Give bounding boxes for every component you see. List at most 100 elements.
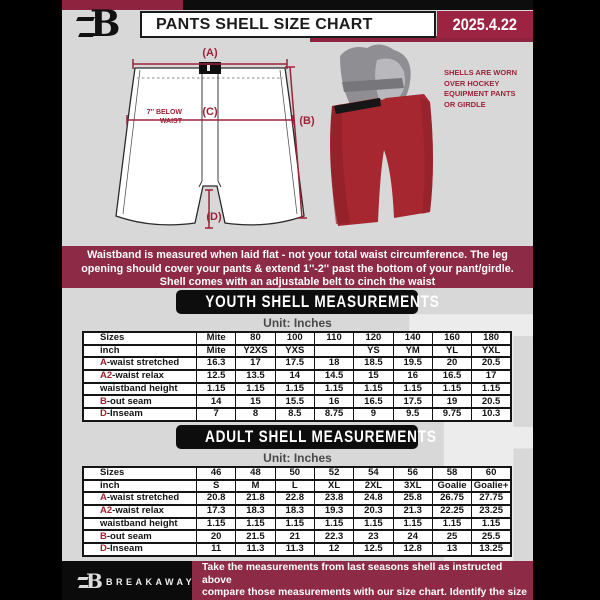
table-cell: YM	[392, 343, 433, 358]
table-cell: 12.8	[392, 542, 433, 556]
table-cell: 20.5	[471, 394, 511, 409]
table-cell: 26.75	[431, 491, 472, 506]
shell-belt	[334, 98, 381, 114]
table-cell: 46	[195, 467, 236, 480]
table-cell: 1.15	[274, 381, 315, 396]
table-header-row: inch S M L XL 2XL 3XL Goalie Goalie+	[83, 478, 511, 493]
table-cell: 20	[195, 529, 236, 544]
table-cell: 12.5	[195, 369, 236, 383]
breakaway-logo-icon: B	[90, 3, 121, 45]
table-cell: 19.5	[392, 356, 433, 371]
table-cell: 16.5	[353, 394, 394, 409]
table-cell: Sizes	[100, 332, 125, 344]
table-row: D-Inseam 7 8 8.5 8.75 9 9.5 9.75 10.3	[83, 407, 511, 421]
table-cell: 23.25	[471, 504, 511, 518]
table-row: A2-waist relax 17.3 18.3 18.3 19.3 20.3 21.3 22…	[83, 504, 511, 518]
table-row: D-Inseam 11 11.3 11.3 12 12.5 12.8 13 13.25	[83, 542, 511, 556]
table-cell: 8	[235, 407, 276, 421]
table-cell: 17.3	[195, 504, 236, 518]
measure-letter: B	[100, 395, 107, 407]
table-cell: 9	[353, 407, 394, 421]
label-c: (C)	[202, 106, 218, 118]
table-cell: 18.3	[274, 504, 315, 518]
table-cell: 1.15	[313, 381, 354, 396]
date-badge: 2025.4.22	[437, 11, 533, 38]
table-cell: inch	[83, 343, 197, 358]
table-cell: 13	[431, 542, 472, 556]
table-cell: 1.15	[195, 381, 236, 396]
table-cell: 20	[431, 356, 472, 371]
table-cell: 13.25	[471, 542, 511, 556]
table-cell: L	[274, 478, 315, 493]
table-cell: 22.3	[313, 529, 354, 544]
table-cell: 18.3	[235, 504, 276, 518]
table-cell: 13.5	[235, 369, 276, 383]
table-cell: 10.3	[471, 407, 511, 421]
table-cell: 19	[431, 394, 472, 409]
fly-lines	[198, 69, 222, 188]
table-cell: Y2XS	[235, 343, 276, 358]
table-cell: 80	[235, 332, 276, 345]
table-cell: Goalie	[431, 478, 472, 493]
header-accent-line	[310, 36, 533, 42]
table-cell: 100	[274, 332, 315, 345]
table-cell: A2-waist relax	[83, 369, 197, 383]
table-cell: 52	[313, 467, 354, 480]
table-cell: 18.5	[353, 356, 394, 371]
table-cell: 11	[195, 542, 236, 556]
table-cell: 1.15	[274, 516, 315, 531]
table-cell: 50	[274, 467, 315, 480]
red-shell	[330, 94, 433, 226]
table-cell: 48	[235, 467, 276, 480]
youth-unit-label: Unit: Inches	[263, 316, 332, 330]
shell-photo	[330, 44, 433, 226]
right-black-margin	[533, 0, 600, 600]
measure-letter: A2	[100, 505, 113, 517]
flyer-content: B B PANTS SHELL SIZE CHART 2025.4.22	[62, 0, 600, 600]
table-cell: 14.5	[313, 369, 354, 383]
adult-table: Sizes 46 48 50 52 54 56 58 60 inch S M L XL 2XL 3XL Goal…	[82, 466, 512, 557]
table-cell: 58	[431, 467, 472, 480]
table-cell: 17	[471, 369, 511, 383]
table-cell: 110	[313, 332, 354, 345]
table-cell: 16.3	[195, 356, 236, 371]
table-cell: 54	[353, 467, 394, 480]
top-accent-bar	[62, 0, 183, 10]
table-cell: 25.5	[471, 529, 511, 544]
table-cell: 1.15	[195, 516, 236, 531]
table-cell: 1.15	[431, 516, 472, 531]
table-cell: 120	[353, 332, 394, 345]
table-row: A-waist stretched 20.8 21.8 22.8 23.8 24.8 25.…	[83, 491, 511, 506]
adult-unit-label: Unit: Inches	[263, 451, 332, 465]
table-cell	[313, 343, 354, 358]
table-cell: 1.15	[471, 516, 511, 531]
table-cell: YXS	[274, 343, 315, 358]
table-cell: 9.5	[392, 407, 433, 421]
table-row: A2-waist relax 12.5 13.5 14 14.5 15 16 16.5 17	[83, 369, 511, 383]
adult-heading: ADULT SHELL MEASUREMENTS	[176, 425, 436, 449]
table-cell: XL	[313, 478, 354, 493]
table-cell: A-waist stretched	[83, 491, 197, 506]
table-cell: 12	[313, 542, 354, 556]
table-cell: inch	[83, 478, 197, 493]
table-header-row: Sizes 46 48 50 52 54 56 58 60	[83, 467, 511, 480]
measure-letter: A	[100, 357, 107, 369]
table-cell: B-out seam	[83, 529, 197, 544]
table-cell: 27.75	[471, 491, 511, 506]
measure-c-line	[126, 115, 294, 125]
table-cell: 17	[235, 356, 276, 371]
table-cell: 1.15	[353, 381, 394, 396]
table-cell: 8.5	[274, 407, 315, 421]
table-cell: 180	[471, 332, 511, 345]
pants-outline	[115, 67, 305, 226]
table-cell: 1.15	[392, 516, 433, 531]
table-cell: 14	[195, 394, 236, 409]
table-cell: 20.3	[353, 504, 394, 518]
table-cell: 3XL	[392, 478, 433, 493]
photo-caption: SHELLS ARE WORN OVER HOCKEY EQUIPMENT PA…	[444, 68, 518, 109]
table-row: waistband height 1.15 1.15 1.15 1.15 1.15 1.15…	[83, 516, 511, 531]
table-cell: waistband height	[83, 381, 197, 396]
table-cell: Goalie+	[471, 478, 511, 493]
table-cell: S	[195, 478, 236, 493]
